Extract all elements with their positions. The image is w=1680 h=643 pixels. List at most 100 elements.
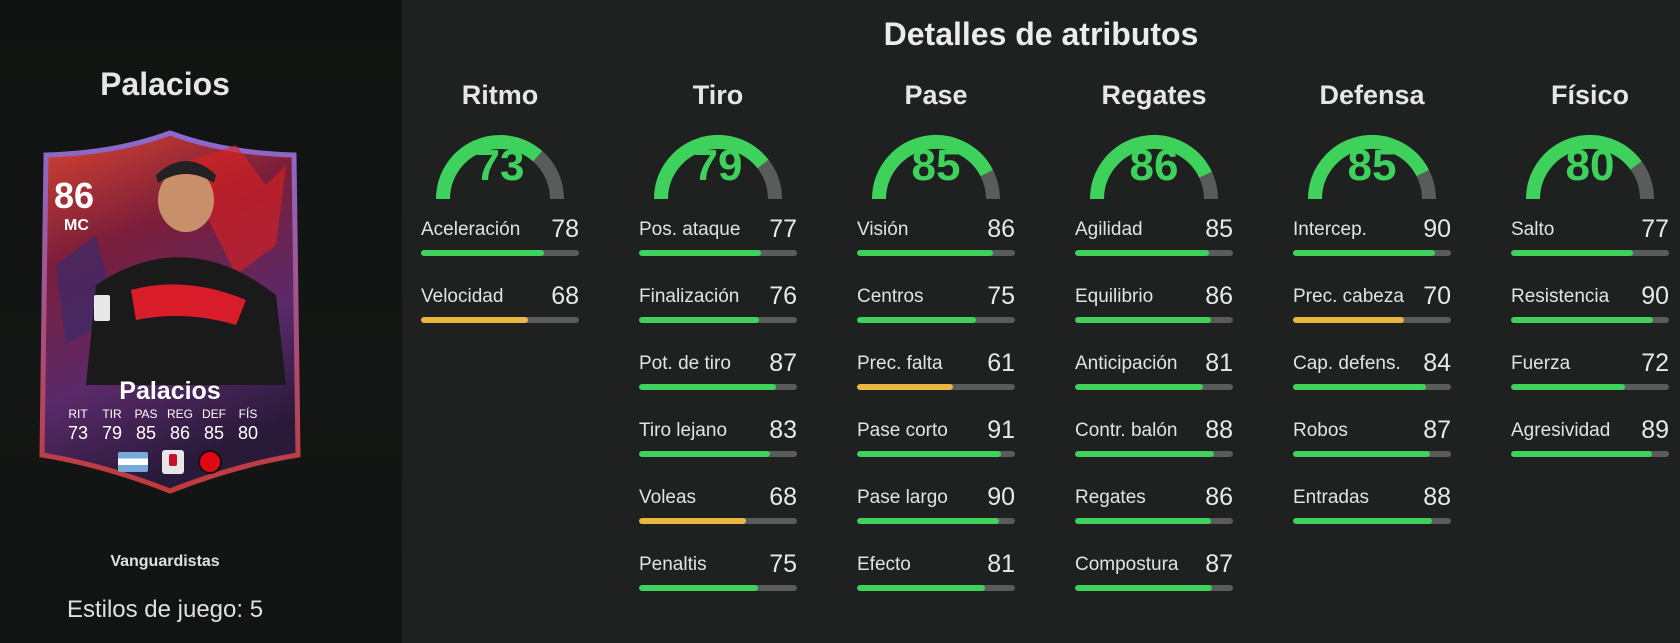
stat-value: 68 (551, 282, 579, 310)
stat-label: Anticipación (1075, 353, 1178, 374)
stat-value: 91 (987, 416, 1015, 444)
stat-bar-fill (639, 451, 771, 457)
attributes-title: Detalles de atributos (883, 16, 1199, 52)
card-stat: TIR 79 (101, 407, 123, 443)
stat-label: Prec. cabeza (1293, 286, 1404, 307)
stat-label: Entradas (1293, 487, 1370, 508)
gauge-fill (872, 135, 994, 200)
stat-row-fuerza: Fuerza 72 (1511, 349, 1669, 420)
stat-bar-track (639, 384, 797, 390)
card-rating: 86 (54, 175, 95, 216)
category-name: Pase (904, 80, 968, 110)
stat-bar-fill (857, 384, 954, 390)
category-gauge: 85 (1293, 121, 1451, 201)
stat-value: 72 (1641, 349, 1669, 377)
gauge-fill (1308, 135, 1430, 200)
league-logo-icon (162, 450, 184, 474)
stat-label: Pot. de tiro (639, 353, 731, 374)
stat-row-agresividad: Agresividad 89 (1511, 416, 1669, 487)
stat-bar-fill (639, 250, 761, 256)
stat-bar-track (1075, 317, 1233, 323)
gauge-arc (1308, 135, 1436, 200)
gauge-arc (872, 135, 1000, 200)
stat-label: Centros (857, 286, 924, 307)
stat-row-aceleracion: Aceleración 78 (421, 215, 579, 286)
attr-column-defensa: Defensa 85 Intercep. 90 Prec. cabeza 70 Cap. d… (1293, 80, 1451, 554)
stat-label: Prec. falta (857, 353, 943, 374)
stat-bar-track (421, 317, 579, 323)
stat-bar-fill (1075, 451, 1215, 457)
stat-bar-track (1075, 451, 1233, 457)
stat-bar-track (1511, 384, 1669, 390)
card-player-name: Palacios (119, 377, 221, 405)
category-gauge: 86 (1075, 121, 1233, 201)
stat-bar-fill (1293, 317, 1404, 323)
card-stat: PAS 85 (134, 407, 158, 443)
stat-bar-fill (1511, 384, 1625, 390)
gauge-arc (1526, 135, 1654, 200)
stat-row-pase-corto: Pase corto 91 (857, 416, 1015, 487)
category-value: 79 (693, 141, 743, 190)
category-name: Ritmo (461, 80, 539, 110)
stat-label: Salto (1511, 219, 1555, 240)
gauge-track (757, 159, 782, 200)
stat-value: 86 (987, 215, 1015, 243)
stat-row-cap-defens: Cap. defens. 84 (1293, 349, 1451, 420)
stat-bar-track (1293, 317, 1451, 323)
card-stats: RIT 73 TIR 79 PAS 85 REG 86 DEF 85 FÍS 80 (64, 407, 262, 444)
stat-value: 87 (1423, 416, 1451, 444)
player-card[interactable]: 86 MC Palacios RIT 73 TIR 79 PAS 85 REG 86 D… (36, 125, 304, 497)
attr-column-tiro: Tiro 79 Pos. ataque 77 Finalización 76 Pot. de… (639, 80, 797, 621)
attr-column-pase: Pase 85 Visión 86 Centros 75 Prec. falta 61 Pase… (857, 80, 1015, 621)
category-name: Defensa (1319, 80, 1425, 110)
stat-label: Efecto (857, 554, 911, 575)
stat-label: Aceleración (421, 219, 521, 240)
stat-row-voleas: Voleas 68 (639, 483, 797, 554)
stat-row-equilibrio: Equilibrio 86 (1075, 282, 1233, 353)
stat-bar-fill (1075, 384, 1203, 390)
stat-bar-fill (421, 250, 545, 256)
stat-bar-track (639, 317, 797, 323)
stat-bar-fill (1293, 250, 1436, 256)
stat-label: Voleas (639, 487, 697, 508)
stat-label: Velocidad (421, 286, 504, 307)
stat-label: Resistencia (1511, 286, 1610, 307)
stat-value: 68 (769, 483, 797, 511)
stat-label: Pase corto (857, 420, 948, 441)
stat-row-intercep: Intercep. 90 (1293, 215, 1451, 286)
stat-bar-track (639, 518, 797, 524)
stat-label: Compostura (1075, 554, 1179, 575)
stat-bar-track (857, 451, 1015, 457)
stat-bar-track (1511, 451, 1669, 457)
stat-label: Penaltis (639, 554, 707, 575)
stat-bar-track (1293, 250, 1451, 256)
stat-label: Fuerza (1511, 353, 1571, 374)
stat-value: 90 (987, 483, 1015, 511)
stat-value: 84 (1423, 349, 1451, 377)
gauge-fill (1526, 135, 1642, 200)
gauge-track (1199, 171, 1218, 200)
player-panel: Palacios 8 (0, 0, 402, 643)
stat-bar-fill (639, 585, 758, 591)
stat-label: Regates (1075, 487, 1146, 508)
stat-bar-track (1075, 518, 1233, 524)
stat-value: 89 (1641, 416, 1669, 444)
stat-row-pos-ataque: Pos. ataque 77 (639, 215, 797, 286)
stat-label: Pos. ataque (639, 219, 741, 240)
stat-bar-fill (857, 317, 976, 323)
attr-column-ritmo: Ritmo 73 Aceleración 78 Velocidad 68 (421, 80, 579, 353)
stat-value: 87 (769, 349, 797, 377)
stat-row-velocidad: Velocidad 68 (421, 282, 579, 353)
stat-value: 77 (1641, 215, 1669, 243)
stat-value: 90 (1641, 282, 1669, 310)
stat-row-finalizacion: Finalización 76 (639, 282, 797, 353)
category-value: 80 (1565, 141, 1615, 190)
stat-value: 88 (1205, 416, 1233, 444)
stat-bar-fill (857, 451, 1001, 457)
stat-bar-fill (639, 518, 747, 524)
stat-value: 85 (1205, 215, 1233, 243)
stat-bar-track (857, 317, 1015, 323)
playstyles-count: Estilos de juego: 5 (66, 596, 264, 623)
stat-row-contr-balon: Contr. balón 88 (1075, 416, 1233, 487)
stat-row-pase-largo: Pase largo 90 (857, 483, 1015, 554)
